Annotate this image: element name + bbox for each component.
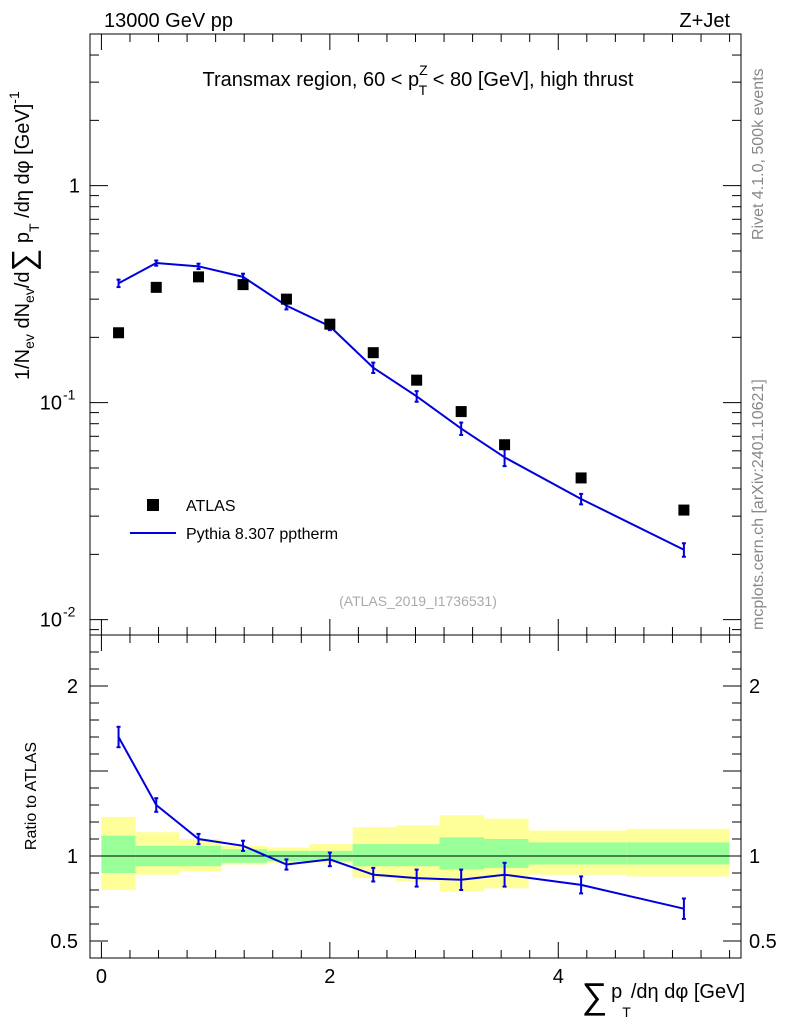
uncertainty-bands bbox=[101, 815, 730, 892]
y-tick-label-exponent: -1 bbox=[63, 387, 76, 403]
ratio-y-axis-label: Ratio to ATLAS bbox=[23, 742, 40, 850]
atlas-data-point bbox=[575, 472, 587, 484]
band-inner-segment bbox=[396, 844, 440, 867]
main-y-axis-label: 1/Nev dNev/d∑ pT /dη dφ [GeV]-1 bbox=[5, 91, 42, 380]
atlas-data-point bbox=[678, 504, 690, 516]
process-label: Z+Jet bbox=[679, 10, 730, 32]
ratio-y-tick-labels: 2 2 1 1 0.5 0.5 bbox=[50, 676, 777, 953]
legend: ATLAS Pythia 8.307 pptherm bbox=[130, 498, 338, 543]
ratio-y-tick-label-left: 0.5 bbox=[50, 931, 78, 953]
legend-marker-atlas bbox=[147, 499, 159, 511]
main-y-tick-labels: 110-110-2 bbox=[40, 176, 80, 632]
atlas-data-point bbox=[499, 439, 511, 451]
mc-line bbox=[118, 262, 685, 551]
ratio-y-tick-label-left: 2 bbox=[67, 676, 78, 698]
atlas-data-point bbox=[113, 327, 125, 339]
ratio-panel-frame bbox=[89, 634, 742, 959]
x-tick-labels: 0 2 4 bbox=[96, 966, 564, 988]
y-tick-label-exponent: -2 bbox=[63, 604, 76, 620]
y-tick-label: 10 bbox=[40, 610, 62, 632]
x-tick-label: 2 bbox=[324, 966, 335, 988]
atlas-data-point bbox=[367, 347, 379, 359]
band-inner-segment bbox=[352, 844, 397, 867]
rivet-version-label: Rivet 4.1.0, 500k events bbox=[750, 68, 767, 240]
data-points bbox=[113, 271, 690, 516]
atlas-data-point bbox=[193, 271, 204, 283]
ratio-y-tick-label-right: 1 bbox=[749, 846, 760, 868]
y-tick-label: 10 bbox=[40, 393, 62, 415]
ratio-y-tick-label-left: 1 bbox=[67, 846, 78, 868]
band-inner-segment bbox=[626, 842, 730, 865]
legend-label-pythia: Pythia 8.307 pptherm bbox=[186, 526, 338, 543]
band-inner-segment bbox=[439, 837, 485, 870]
atlas-data-point bbox=[150, 281, 162, 293]
main-panel-frame bbox=[89, 33, 742, 636]
y-tick-label: 1 bbox=[69, 176, 80, 198]
atlas-data-point bbox=[411, 374, 423, 386]
atlas-data-point bbox=[280, 293, 292, 305]
chart-title: Transmax region, 60 < pZ T < 80 [GeV], hi… bbox=[203, 62, 634, 98]
ratio-line bbox=[117, 736, 685, 910]
atlas-data-point bbox=[324, 318, 336, 330]
x-tick-label: 0 bbox=[96, 966, 107, 988]
band-inner-segment bbox=[101, 835, 136, 873]
legend-label-atlas: ATLAS bbox=[186, 498, 236, 515]
ratio-y-tick-label-right: 0.5 bbox=[749, 931, 777, 953]
collision-label: 13000 GeV pp bbox=[104, 10, 233, 32]
analysis-watermark: (ATLAS_2019_I1736531) bbox=[339, 593, 497, 609]
mcplots-credit-label: mcplots.cern.ch [arXiv:2401.10621] bbox=[750, 379, 767, 630]
x-tick-label: 4 bbox=[553, 966, 564, 988]
ratio-y-tick-label-right: 2 bbox=[749, 676, 760, 698]
ratio-panel-ticks bbox=[90, 635, 741, 958]
main-panel: 110-110-2 Transmax region, 60 < pZ T < 80… bbox=[5, 33, 742, 636]
ratio-panel: 2 2 1 1 0.5 0.5 0 2 4 Ratio to ATLAS ∑ pT/dη dφ … bbox=[23, 634, 777, 1020]
ratio-mc-curve bbox=[116, 725, 686, 920]
band-inner-segment bbox=[528, 842, 627, 865]
main-panel-ticks bbox=[90, 33, 741, 635]
atlas-data-point bbox=[237, 279, 249, 291]
atlas-data-point bbox=[455, 406, 467, 418]
x-axis-label: ∑ pT/dη dφ [GeV] bbox=[582, 975, 746, 1020]
